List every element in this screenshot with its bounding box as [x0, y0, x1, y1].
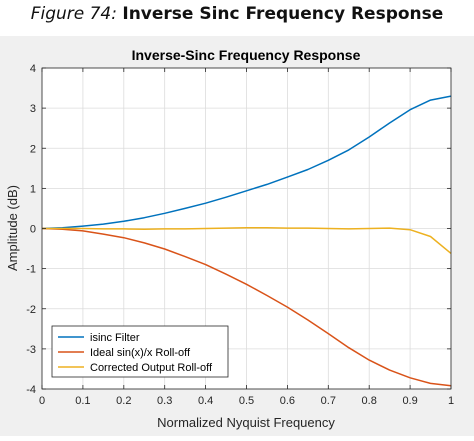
- x-tick-label: 0.4: [198, 395, 213, 407]
- series-line-2: [42, 226, 452, 254]
- x-tick-label: 0.8: [362, 395, 377, 407]
- y-tick-label: -4: [26, 384, 36, 396]
- figure-number: Figure 74:: [30, 4, 117, 24]
- legend-label-1: Ideal sin(x)/x Roll-off: [90, 347, 191, 359]
- x-tick-label: 0.3: [157, 395, 172, 407]
- x-tick-label: 0.2: [116, 395, 131, 407]
- y-tick-label: 1: [30, 183, 36, 195]
- legend-label-2: Corrected Output Roll-off: [90, 362, 213, 374]
- x-tick-label: 0: [39, 395, 45, 407]
- y-axis-label: Amplitude (dB): [5, 185, 20, 271]
- chart-title: Inverse-Sinc Frequency Response: [132, 47, 361, 63]
- legend: isinc Filter Ideal sin(x)/x Roll-off Corre…: [51, 325, 229, 378]
- x-tick-label: 0.7: [321, 395, 336, 407]
- x-tick-label: 0.5: [239, 395, 254, 407]
- y-tick-label: 4: [30, 63, 36, 75]
- figure-caption: Figure 74: Inverse Sinc Frequency Respon…: [0, 4, 474, 24]
- chart-figure: 0 0.1 0.2 0.3 0.4 0.5 0.6 0.7 0.8 0.9 1 -4 -3 -2 -1 0 1 2…: [0, 36, 474, 436]
- y-tick-label: -3: [26, 344, 36, 356]
- x-tick-label: 0.6: [280, 395, 295, 407]
- y-tick-label: 3: [30, 103, 36, 115]
- x-tick-label: 0.9: [402, 395, 417, 407]
- series-lines: [41, 95, 452, 387]
- axis-ticks: 0 0.1 0.2 0.3 0.4 0.5 0.6 0.7 0.8 0.9 1 -4 -3 -2 -1 0 1 2…: [26, 63, 454, 407]
- y-tick-label: -2: [26, 304, 36, 316]
- x-axis-label: Normalized Nyquist Frequency: [157, 415, 335, 430]
- y-tick-label: 0: [30, 224, 36, 236]
- chart-svg: 0 0.1 0.2 0.3 0.4 0.5 0.6 0.7 0.8 0.9 1 -4 -3 -2 -1 0 1 2…: [0, 36, 474, 436]
- y-tick-label: -1: [26, 264, 36, 276]
- legend-label-0: isinc Filter: [90, 332, 140, 344]
- x-tick-label: 1: [448, 395, 454, 407]
- figure-title: Inverse Sinc Frequency Response: [122, 4, 444, 24]
- series-line-1: [41, 227, 452, 387]
- x-tick-label: 0.1: [75, 395, 90, 407]
- series-line-0: [41, 95, 452, 230]
- y-tick-label: 2: [30, 143, 36, 155]
